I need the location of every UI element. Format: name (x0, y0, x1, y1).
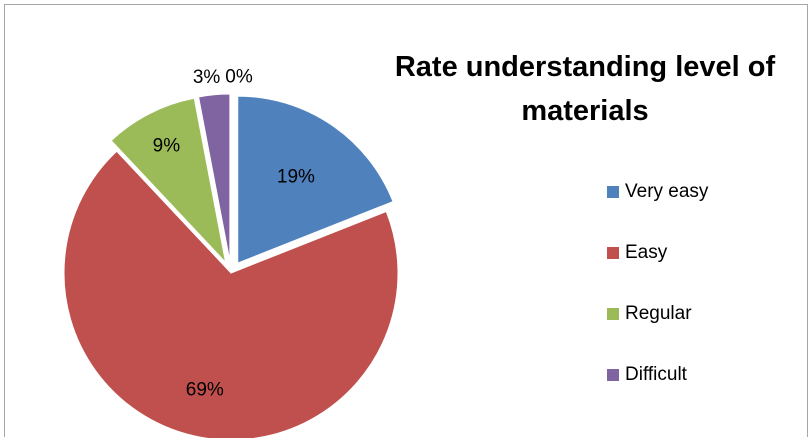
legend: Very easy Easy Regular Difficult (607, 161, 708, 405)
pie-slices (63, 93, 399, 438)
label-easy: 69% (186, 379, 224, 400)
legend-label-regular: Regular (625, 302, 692, 324)
label-difficult: 3% (193, 67, 221, 88)
pie-chart: 19% 69% 9% 3% 0% (63, 66, 399, 438)
chart-frame: 19% 69% 9% 3% 0% Rate understanding level of… (4, 4, 808, 438)
slice-easy (63, 150, 399, 438)
legend-label-easy: Easy (625, 241, 668, 263)
legend-label-difficult: Difficult (625, 363, 687, 385)
label-very-easy: 19% (277, 166, 315, 187)
label-regular: 9% (153, 135, 181, 156)
legend-item-difficult: Difficult (607, 344, 708, 405)
legend-label-very-easy: Very easy (625, 180, 709, 202)
legend-item-regular: Regular (607, 283, 708, 344)
legend-item-very-easy: Very easy (607, 161, 708, 222)
slice-very-easy (237, 95, 394, 264)
legend-swatch-regular (607, 307, 619, 320)
chart-title: Rate understanding level of materials (394, 51, 776, 127)
pie-data-labels: 19% 69% 9% 3% 0% (153, 66, 315, 400)
label-zero: 0% (225, 66, 253, 87)
slice-regular (110, 97, 227, 264)
legend-swatch-easy (607, 246, 619, 259)
legend-item-easy: Easy (607, 222, 708, 283)
legend-swatch-very-easy (607, 185, 619, 198)
slice-difficult (197, 93, 231, 262)
legend-swatch-difficult (607, 368, 619, 381)
